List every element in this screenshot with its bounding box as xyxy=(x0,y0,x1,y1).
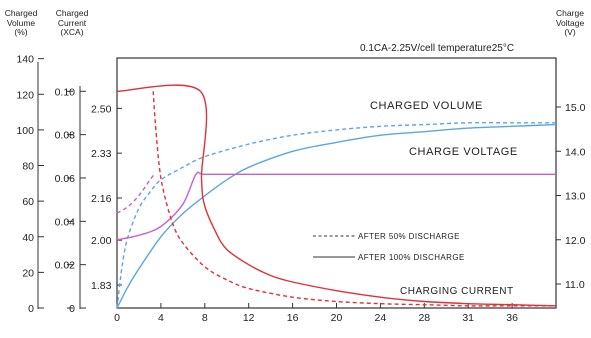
charged-volume-tick-label: 40 xyxy=(22,232,34,244)
charged-volume-after-50-discharge-line xyxy=(116,121,556,309)
charge-voltage-tick-label: 14.0 xyxy=(565,146,586,158)
cell-voltage-tick-label: 1.83 xyxy=(91,280,112,292)
charge-voltage-tick-label: 15.0 xyxy=(565,102,586,114)
charged-volume-tick-label: 120 xyxy=(16,89,34,101)
cell-voltage-tick-label: 2.33 xyxy=(91,148,112,160)
x-tick-label: 8 xyxy=(202,312,208,324)
charge-voltage-tick-label: 11.0 xyxy=(565,279,585,291)
x-tick-label: 4 xyxy=(158,312,164,324)
annotations: 0.1CA-2.25V/cell temperature25°C CHARGED … xyxy=(313,43,518,297)
plot-frame xyxy=(37,57,557,309)
x-tick-label: 20 xyxy=(331,312,343,324)
x-tick-label: 31 xyxy=(462,312,474,324)
cell-voltage-tick-label: 2.50 xyxy=(91,103,112,115)
x-tick-label: 16 xyxy=(287,312,299,324)
legend-label: AFTER 100% DISCHARGE xyxy=(358,253,465,262)
charge-voltage-tick-label: 13.0 xyxy=(565,191,586,203)
charge-voltage-title-line: (V) xyxy=(564,27,576,37)
charging-current-after-100-discharge-line xyxy=(116,84,557,307)
charged-volume-tick-label: 140 xyxy=(16,54,34,66)
charged-volume-tick-label: 80 xyxy=(22,161,34,173)
charged-current-tick-label: 0.10 xyxy=(55,86,76,98)
charged-volume-title-line: Charged xyxy=(4,8,38,18)
charge-voltage-after-50-discharge-line xyxy=(116,173,155,214)
charged-volume-after-100-discharge-line xyxy=(116,123,557,309)
plot-border xyxy=(116,57,557,309)
charge-voltage-after-100-discharge-line xyxy=(116,171,556,241)
charge-voltage-title-line: Charge xyxy=(556,8,584,18)
legend-label: AFTER 50% DISCHARGE xyxy=(358,232,460,241)
charged-current-axis-title: Charged Current (XCA) xyxy=(52,8,92,38)
charge-voltage-axis-title: Charge Voltage (V) xyxy=(551,8,589,38)
x-tick-label: 36 xyxy=(506,312,518,324)
charged-volume-curve-label: CHARGED VOLUME xyxy=(370,100,483,112)
charged-current-tick-label: 0.04 xyxy=(55,216,76,228)
axis-ticks: 02040608010012014000.020.040.060.080.101… xyxy=(16,54,585,324)
charging-current-after-50-discharge-line xyxy=(152,91,556,307)
cell-voltage-tick-label: 2.00 xyxy=(91,235,112,247)
x-tick-label: 0 xyxy=(114,312,120,324)
charged-current-tick-label: 0 xyxy=(69,303,75,315)
x-tick-label: 12 xyxy=(243,312,255,324)
charge-voltage-curve-label: CHARGE VOLTAGE xyxy=(409,146,518,158)
charged-volume-title-line: (%) xyxy=(14,27,28,37)
chart-subtitle: 0.1CA-2.25V/cell temperature25°C xyxy=(360,43,514,54)
charged-volume-tick-label: 0 xyxy=(28,303,34,315)
charged-volume-tick-label: 20 xyxy=(22,267,34,279)
charged-volume-tick-label: 100 xyxy=(16,125,34,137)
charged-current-tick-label: 0.08 xyxy=(55,130,76,142)
charge-voltage-title-line: Voltage xyxy=(555,17,585,28)
charging-current-curve-label: CHARGING CURRENT xyxy=(400,286,514,297)
charged-current-title-line: (XCA) xyxy=(60,27,84,37)
x-tick-label: 24 xyxy=(375,312,387,324)
charged-volume-tick-label: 60 xyxy=(22,196,34,208)
charged-volume-axis-title: Charged Volume (%) xyxy=(2,8,40,38)
cell-voltage-tick-label: 2.16 xyxy=(91,193,112,205)
x-tick-label: 28 xyxy=(418,312,430,324)
curves xyxy=(116,84,557,309)
charged-current-title-line: Charged xyxy=(55,8,89,18)
charged-current-tick-label: 0.02 xyxy=(55,260,76,272)
charged-volume-title-line: Volume xyxy=(6,17,36,28)
charged-current-tick-label: 0.06 xyxy=(55,173,76,185)
charge-voltage-tick-label: 12.0 xyxy=(565,235,586,247)
charged-current-title-line: Current xyxy=(57,17,87,28)
